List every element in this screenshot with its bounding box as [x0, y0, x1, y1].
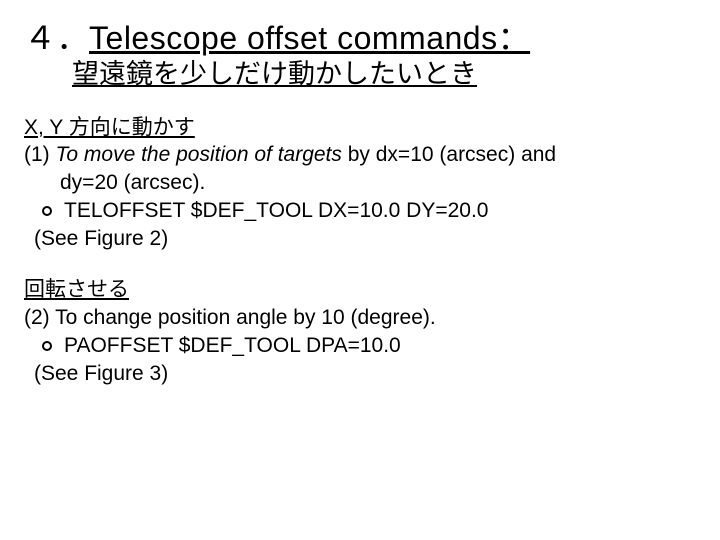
section2-bullet-text: PAOFFSET $DEF_TOOL DPA=10.0 [64, 334, 401, 357]
title-subtitle: 望遠鏡を少しだけ動かしたいとき [0, 58, 720, 92]
section1-bullet-text: TELOFFSET $DEF_TOOL DX=10.0 DY=20.0 [64, 199, 488, 222]
title-number: ４． [24, 20, 89, 56]
section2-ref: (See Figure 3) [24, 360, 696, 388]
section1-ref: (See Figure 2) [24, 225, 696, 253]
section2-bullet-line: PAOFFSET $DEF_TOOL DPA=10.0 [24, 332, 696, 360]
title-row: ４．Telescope offset commands： [0, 18, 720, 58]
slide: ４．Telescope offset commands： 望遠鏡を少しだけ動かし… [0, 0, 720, 540]
bullet-icon [42, 206, 52, 216]
section1-bullet-line: TELOFFSET $DEF_TOOL DX=10.0 DY=20.0 [24, 197, 696, 225]
section2-line1: (2) To change position angle by 10 (degr… [24, 304, 696, 332]
section-2: 回転させる (2) To change position angle by 10… [24, 276, 696, 387]
title-main: Telescope offset commands： [89, 20, 530, 56]
section1-line1: (1) To move the position of targets by d… [24, 141, 696, 169]
section1-line1-post: by dx=10 (arcsec) and [342, 143, 556, 166]
body: X, Y 方向に動かす (1) To move the position of … [0, 92, 720, 387]
section1-heading: X, Y 方向に動かす [24, 114, 696, 142]
bullet-icon [42, 341, 52, 351]
section-1: X, Y 方向に動かす (1) To move the position of … [24, 114, 696, 253]
section1-line1-pre: (1) [24, 143, 56, 166]
section1-line2: dy=20 (arcsec). [24, 169, 696, 197]
section2-heading: 回転させる [24, 276, 696, 304]
section1-line1-italic: To move the position of targets [56, 143, 342, 166]
